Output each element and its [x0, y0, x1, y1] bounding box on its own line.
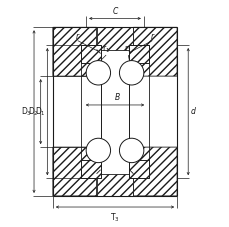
Polygon shape: [80, 45, 100, 63]
Circle shape: [119, 138, 143, 163]
Polygon shape: [80, 160, 100, 178]
Text: D$_2$: D$_2$: [27, 105, 38, 118]
Text: d: d: [190, 107, 195, 116]
Bar: [53, 27, 176, 196]
Polygon shape: [96, 27, 133, 49]
Text: D$_3$: D$_3$: [21, 105, 32, 118]
Polygon shape: [129, 27, 176, 76]
Polygon shape: [129, 147, 176, 196]
Text: T$_3$: T$_3$: [110, 212, 119, 224]
Polygon shape: [129, 160, 149, 178]
Text: D$_1$: D$_1$: [35, 105, 45, 118]
Text: r$_1$: r$_1$: [124, 44, 132, 55]
Text: C: C: [112, 7, 117, 16]
Circle shape: [86, 138, 110, 163]
Circle shape: [86, 61, 110, 85]
Text: B: B: [114, 93, 119, 102]
Circle shape: [119, 61, 143, 85]
Text: r: r: [76, 32, 79, 41]
Text: r: r: [150, 32, 153, 41]
Polygon shape: [53, 27, 100, 76]
Polygon shape: [53, 147, 100, 196]
Text: r$_1$: r$_1$: [102, 44, 110, 55]
Polygon shape: [96, 174, 133, 196]
Polygon shape: [129, 45, 149, 63]
